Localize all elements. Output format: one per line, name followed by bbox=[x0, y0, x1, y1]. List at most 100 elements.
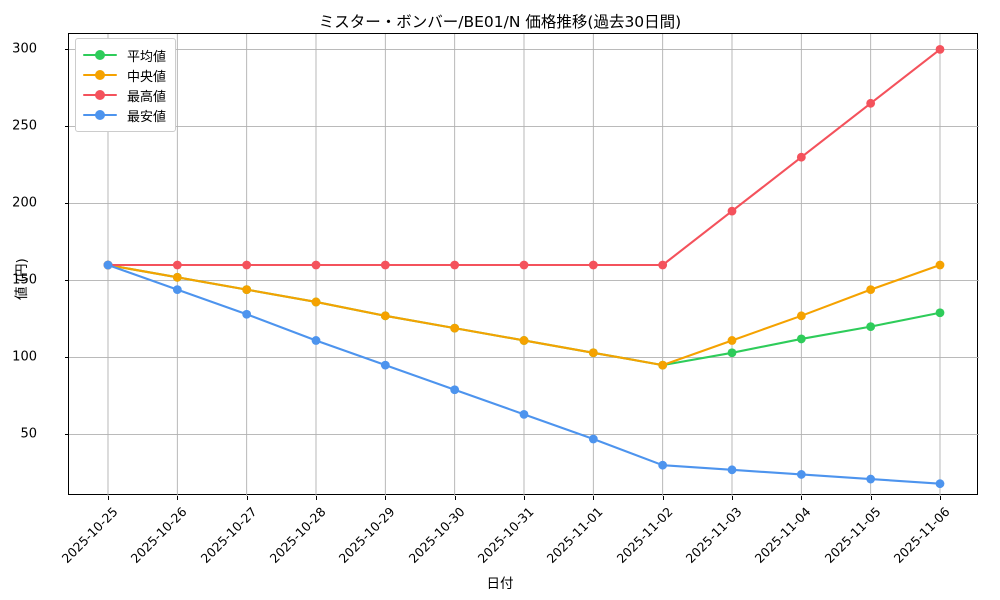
x-axis-tick-mark bbox=[454, 496, 456, 500]
y-axis-tick-mark bbox=[65, 126, 69, 128]
y-axis-tick-label: 150 bbox=[12, 272, 37, 288]
x-axis-tick-label: 2025-11-04 bbox=[751, 504, 814, 566]
legend-item-2[interactable]: 最高値 bbox=[83, 85, 166, 105]
series-point bbox=[935, 260, 945, 270]
series-point bbox=[242, 285, 252, 295]
x-axis-tick-label: 2025-10-28 bbox=[266, 504, 329, 566]
x-axis-tick-mark bbox=[593, 496, 595, 500]
series-point bbox=[866, 285, 876, 295]
series-point bbox=[658, 260, 668, 270]
x-axis-tick-mark bbox=[940, 496, 941, 500]
series-point bbox=[796, 152, 806, 162]
series-point bbox=[311, 297, 321, 307]
x-axis-tick-mark bbox=[870, 496, 872, 500]
x-axis-tick-mark bbox=[524, 496, 525, 500]
series-point bbox=[588, 260, 598, 270]
y-axis-tick-mark bbox=[65, 357, 69, 359]
x-axis-tick-mark bbox=[108, 496, 109, 500]
y-axis-tick-label: 50 bbox=[20, 426, 37, 442]
plot-area: 2025-10-25 2025-10-26 2025-10-27 2025-10-28… bbox=[12, 33, 979, 566]
legend-label: 平均値 bbox=[127, 49, 167, 65]
series-line bbox=[106, 263, 942, 367]
legend-label: 最安値 bbox=[127, 109, 167, 125]
y-axis-tick-mark bbox=[65, 434, 69, 436]
legend-label: 最高値 bbox=[127, 89, 167, 105]
legend-marker-icon bbox=[83, 48, 117, 62]
series-point bbox=[380, 260, 390, 270]
x-axis-tick-label: 2025-10-30 bbox=[405, 504, 468, 566]
series-line bbox=[106, 48, 942, 267]
series-point bbox=[311, 336, 321, 345]
legend-marker-icon bbox=[83, 108, 117, 122]
series-point bbox=[727, 465, 737, 475]
series-point bbox=[796, 311, 806, 321]
x-axis-tick-mark bbox=[177, 496, 179, 500]
y-axis-tick-label: 200 bbox=[12, 195, 37, 211]
series-point bbox=[242, 309, 252, 319]
series-point bbox=[588, 434, 598, 444]
series-point bbox=[935, 308, 945, 318]
series-line bbox=[106, 263, 942, 485]
series-point bbox=[935, 479, 945, 489]
x-axis-tick-mark bbox=[246, 496, 248, 500]
series-point bbox=[380, 311, 390, 321]
x-axis-tick-label: 2025-10-31 bbox=[474, 504, 537, 566]
chart-legend: 平均値中央値最高値最安値 bbox=[75, 38, 177, 132]
series-point bbox=[242, 260, 252, 270]
chart-title: ミスター・ボンバー/BE01/N 価格推移(過去30日間) bbox=[318, 13, 682, 31]
series-line bbox=[106, 263, 942, 367]
data-series-layer bbox=[103, 45, 945, 489]
series-point bbox=[172, 260, 182, 270]
series-point bbox=[103, 260, 113, 270]
series-point bbox=[380, 360, 390, 370]
x-axis-tick-mark bbox=[732, 496, 733, 500]
series-point bbox=[658, 360, 668, 370]
x-axis-tick-mark bbox=[316, 496, 317, 500]
x-axis-tick-label: 2025-10-27 bbox=[197, 504, 260, 566]
series-point bbox=[450, 260, 460, 270]
legend-item-1[interactable]: 中央値 bbox=[83, 65, 166, 85]
x-axis-tick-label: 2025-11-06 bbox=[890, 504, 953, 566]
series-point bbox=[727, 348, 737, 358]
x-axis-tick-mark bbox=[385, 496, 387, 500]
x-axis-tick-label: 2025-10-26 bbox=[127, 504, 190, 566]
x-axis-label: 日付 bbox=[486, 576, 514, 592]
series-point bbox=[796, 334, 806, 344]
x-axis-tick-label: 2025-11-03 bbox=[682, 504, 745, 566]
x-axis-tick-label: 2025-11-01 bbox=[543, 504, 606, 566]
series-point bbox=[588, 348, 598, 358]
series-point bbox=[519, 260, 529, 270]
series-point bbox=[172, 272, 182, 282]
y-axis-tick-label: 250 bbox=[12, 118, 37, 134]
legend-item-3[interactable]: 最安値 bbox=[83, 105, 166, 125]
y-axis-label-container: 値 (円) bbox=[14, 0, 38, 600]
series-point bbox=[866, 474, 876, 484]
series-point bbox=[796, 470, 806, 479]
series-point bbox=[519, 409, 529, 419]
series-point bbox=[658, 460, 668, 470]
series-point bbox=[935, 45, 945, 54]
legend-label: 中央値 bbox=[127, 69, 167, 85]
y-axis-tick-mark bbox=[65, 280, 69, 282]
x-axis-tick-mark bbox=[801, 496, 803, 500]
series-point bbox=[866, 322, 876, 331]
series-point bbox=[727, 206, 737, 216]
x-axis-tick-mark bbox=[662, 496, 664, 500]
legend-item-0[interactable]: 平均値 bbox=[83, 45, 166, 65]
y-axis-tick-mark bbox=[65, 203, 69, 205]
x-axis-tick-label: 2025-10-29 bbox=[335, 504, 398, 566]
series-point bbox=[519, 336, 529, 345]
series-point bbox=[450, 385, 460, 395]
series-point bbox=[866, 98, 876, 108]
series-point bbox=[311, 260, 321, 270]
x-axis-tick-label: 2025-10-25 bbox=[58, 504, 121, 566]
series-point bbox=[727, 336, 737, 345]
series-point bbox=[450, 323, 460, 333]
series-point bbox=[172, 285, 182, 295]
x-axis-tick-label: 2025-11-05 bbox=[821, 504, 884, 566]
y-axis-tick-label: 300 bbox=[12, 41, 37, 57]
y-axis-tick-mark bbox=[65, 49, 69, 51]
legend-marker-icon bbox=[83, 68, 117, 82]
x-axis-tick-label: 2025-11-02 bbox=[613, 504, 676, 566]
